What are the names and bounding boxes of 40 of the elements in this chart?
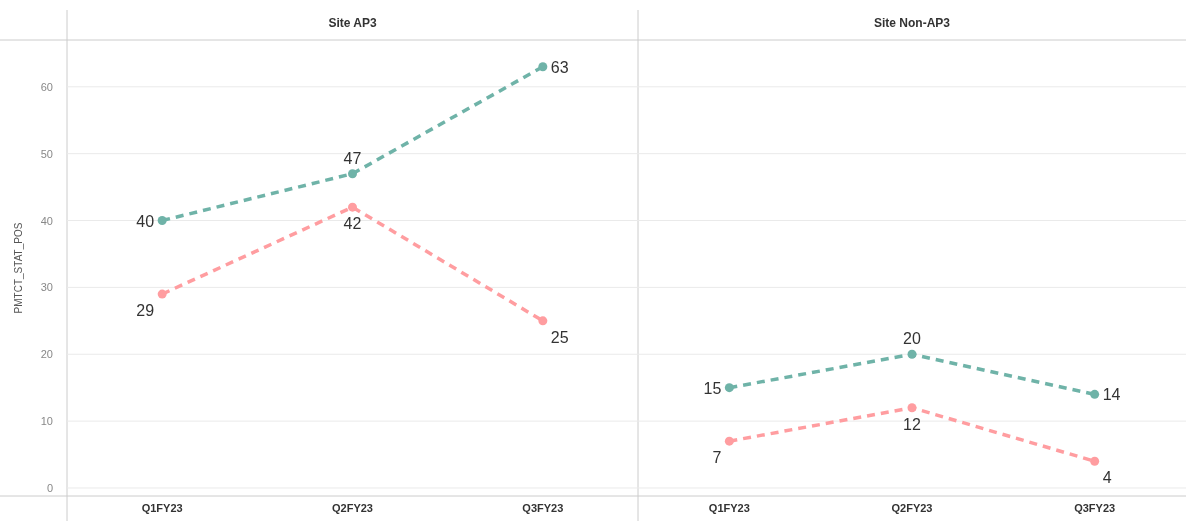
x-tick-label: Q1FY23 xyxy=(708,502,750,514)
point xyxy=(724,436,734,446)
data-label: 12 xyxy=(903,415,921,433)
x-tick-label: Q3FY23 xyxy=(522,502,564,514)
point xyxy=(907,349,917,359)
point xyxy=(157,216,167,226)
chart-title: Site AP3 xyxy=(328,16,377,30)
x-tick-label: Q2FY23 xyxy=(891,502,933,514)
x-tick-label: Q2FY23 xyxy=(332,502,373,514)
y-tick-label: 30 xyxy=(40,281,53,294)
point xyxy=(1090,456,1100,466)
y-axis-title: PMTCT_STAT_POS xyxy=(13,222,24,314)
data-label: 63 xyxy=(550,58,569,76)
y-tick-label: 40 xyxy=(40,214,53,227)
data-label: 47 xyxy=(343,149,362,167)
point xyxy=(348,169,357,179)
x-tick-label: Q1FY23 xyxy=(141,502,183,514)
data-label: 29 xyxy=(136,302,155,320)
data-label: 20 xyxy=(903,330,921,348)
x-tick-label: Q3FY23 xyxy=(1074,502,1116,514)
y-tick-label: 20 xyxy=(40,348,53,361)
point xyxy=(538,316,548,326)
point xyxy=(538,62,548,72)
y-tick-label: 0 xyxy=(46,481,53,494)
point xyxy=(157,289,167,299)
chart-title: Site Non-AP3 xyxy=(873,16,951,30)
data-label: 25 xyxy=(550,328,569,346)
point xyxy=(724,383,734,393)
data-label: 42 xyxy=(343,215,362,233)
y-tick-label: 60 xyxy=(40,80,53,93)
point xyxy=(348,202,357,212)
data-label: 4 xyxy=(1102,469,1112,487)
data-label: 14 xyxy=(1102,386,1121,404)
y-tick-label: 10 xyxy=(40,415,53,428)
y-tick-label: 50 xyxy=(40,147,53,160)
data-label: 7 xyxy=(712,449,722,467)
point xyxy=(1090,389,1100,399)
data-label: 15 xyxy=(703,379,722,397)
point xyxy=(907,403,917,413)
data-label: 40 xyxy=(136,212,155,230)
